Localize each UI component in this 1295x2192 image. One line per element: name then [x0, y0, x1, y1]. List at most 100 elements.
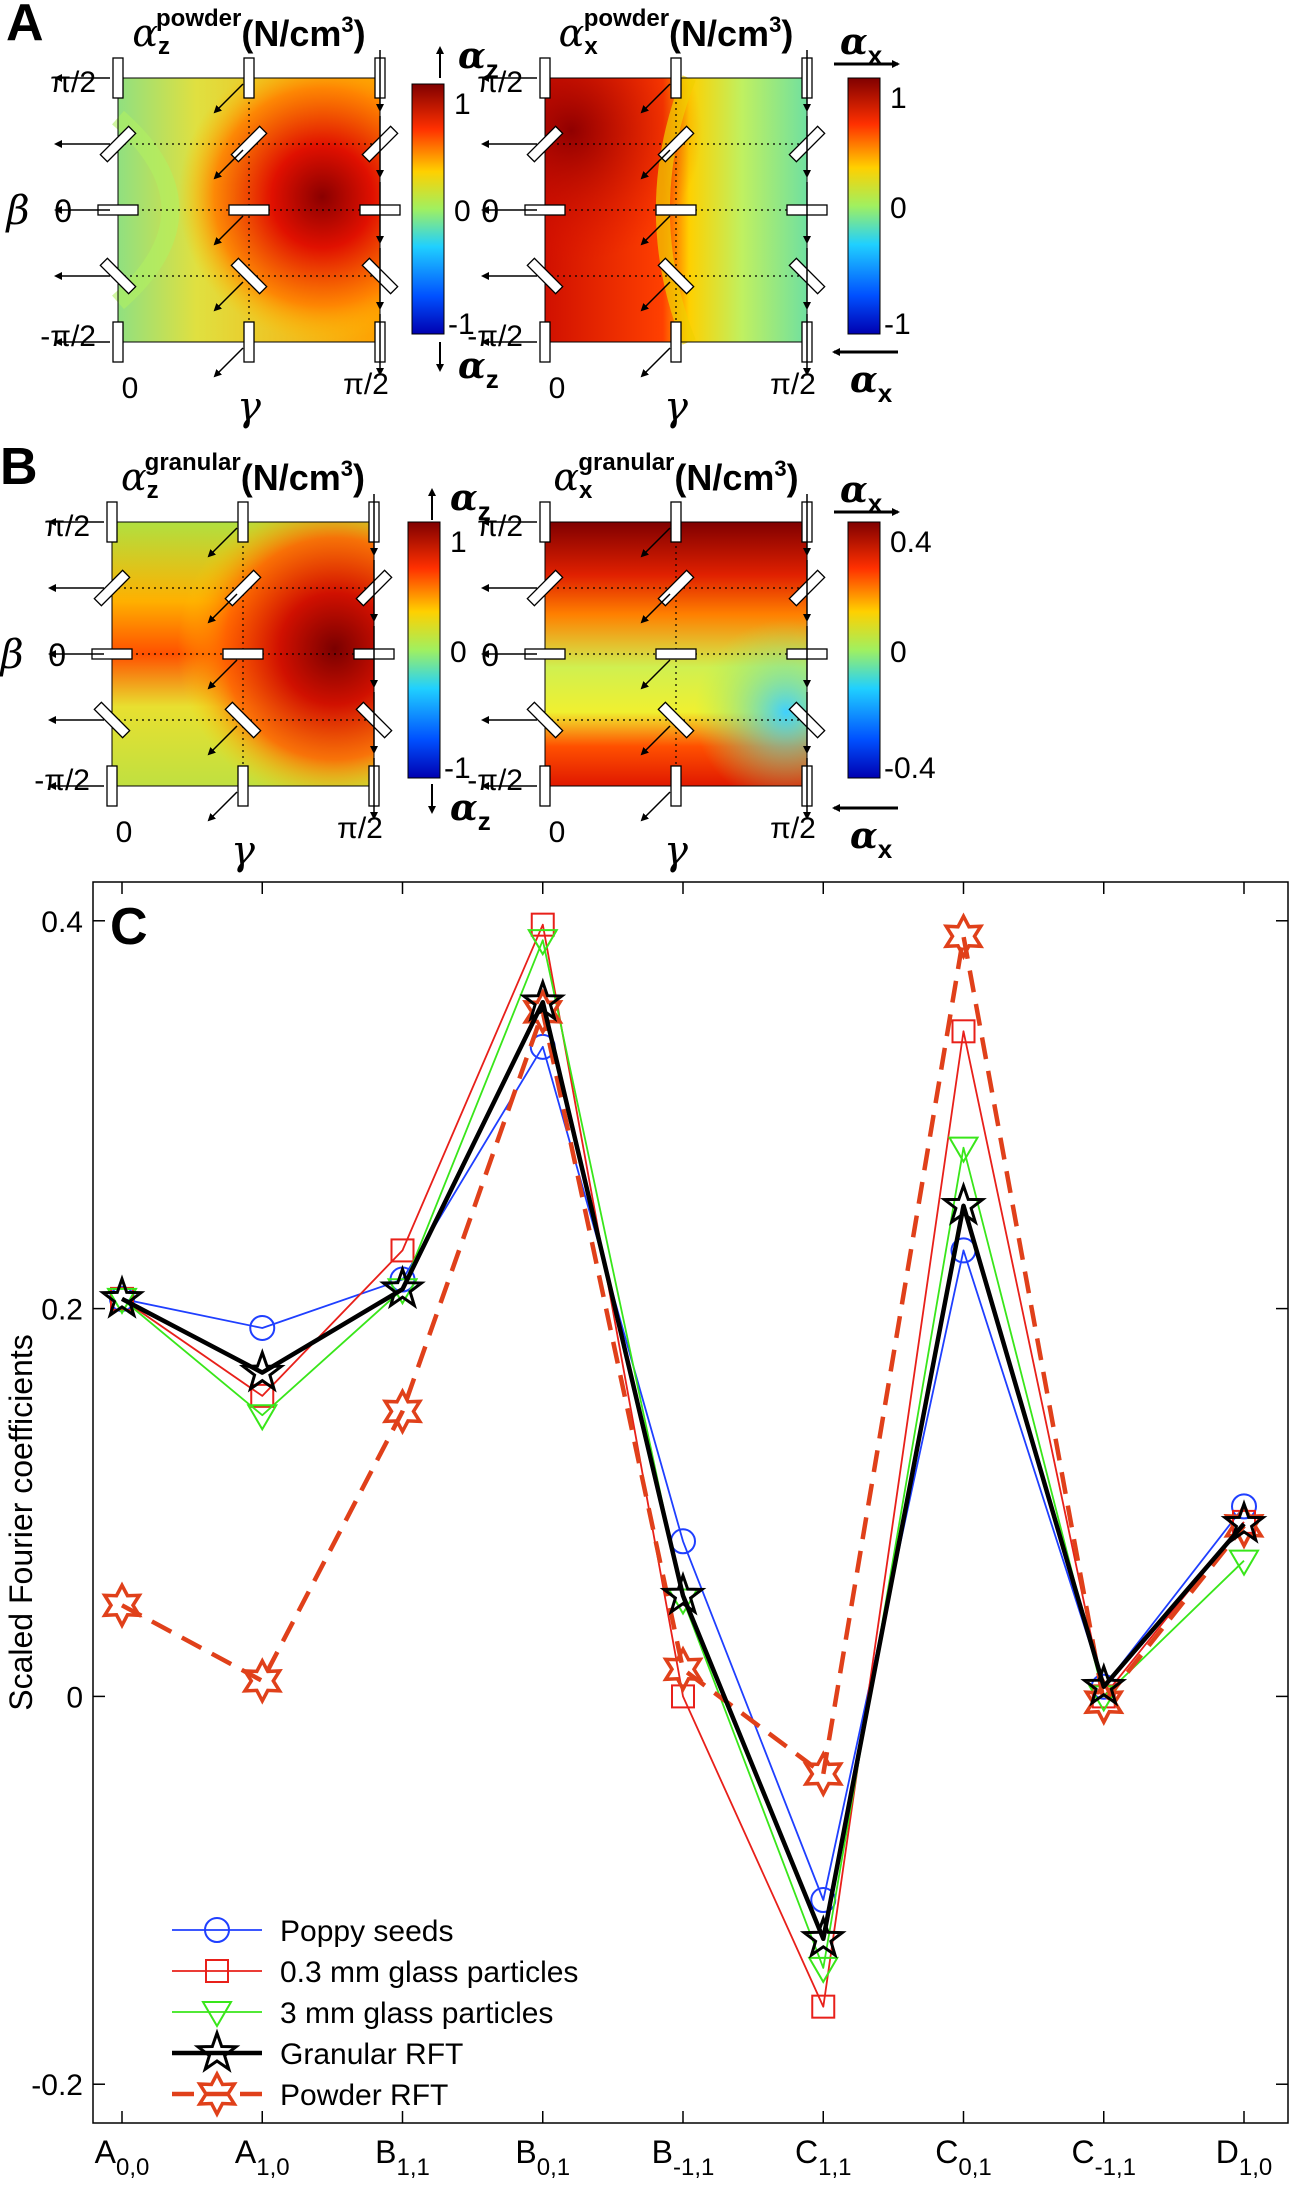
intruder-plate [788, 692, 826, 754]
title-symbol: α [559, 11, 585, 55]
intruder-plate [801, 494, 813, 556]
intruder-plate [54, 257, 137, 295]
data-point [1223, 1502, 1265, 1550]
colorbar-min: -1 [444, 752, 471, 785]
data-point [250, 1383, 275, 1408]
intruder-plate [359, 182, 401, 244]
title-superscript: powder [156, 5, 241, 32]
intruder-plate [640, 648, 697, 690]
x-tick-base: A [95, 2134, 117, 2170]
title-unit-superscript: 3 [341, 456, 353, 481]
intruder-plate [207, 701, 262, 756]
alpha-left-label: αx [850, 815, 893, 864]
intruder-plate [207, 501, 249, 558]
intruder-plate [481, 321, 551, 363]
plate-rect [237, 501, 249, 543]
intruder-plate [640, 569, 695, 624]
title-superscript: powder [584, 5, 669, 32]
panel-title: αzpowder(N/cm3) [132, 5, 365, 60]
intruder-plate [374, 314, 386, 376]
colorbar-min: -1 [884, 308, 911, 341]
plate-rect [222, 648, 264, 660]
velocity-arrow [640, 83, 671, 114]
x-tick-base: C [1072, 2134, 1095, 2170]
plate-rect [99, 257, 137, 295]
plate-rect [539, 501, 551, 543]
intruder-plate [640, 321, 682, 378]
gamma-zero-label: 0 [122, 372, 139, 405]
title-superscript: granular [145, 449, 241, 476]
beta-zero-label: 0 [481, 637, 499, 673]
colorbar-mid: 0 [450, 636, 467, 669]
intruder-plate [801, 50, 813, 112]
gamma-zero-label: 0 [549, 816, 566, 849]
gamma-axis-label: γ [664, 384, 688, 430]
x-tick-subscript: -1,1 [1095, 2154, 1136, 2181]
legend-label: Powder RFT [280, 2079, 448, 2112]
x-tick-subscript: 0,0 [116, 2154, 149, 2181]
y-tick-label: -0.2 [31, 2069, 83, 2102]
gamma-axis-label: γ [237, 384, 261, 430]
intruder-plate [48, 569, 131, 607]
intruder-plate [788, 116, 826, 178]
colorbar-mid: 0 [890, 192, 907, 225]
gamma-axis-label: γ [231, 828, 255, 874]
beta-zero-label: 0 [48, 637, 66, 673]
plate-rect [539, 321, 551, 363]
data-point [802, 1750, 844, 1798]
x-tick-label: C-1,1 [1072, 2134, 1136, 2181]
colorbar-mid: 0 [454, 195, 471, 228]
legend-marker [196, 2070, 238, 2118]
panel-title: αxgranular(N/cm3) [553, 449, 798, 504]
gamma-end-label: π/2 [770, 368, 816, 401]
title-unit: (N/cm [241, 13, 341, 54]
colorbar [847, 77, 881, 335]
gamma-end-label: π/2 [337, 812, 383, 845]
gamma-end-label: π/2 [770, 812, 816, 845]
velocity-arrow [213, 83, 244, 114]
plate-rect [655, 648, 697, 660]
colorbar-min: -0.4 [884, 752, 936, 785]
title-unit-superscript: 3 [774, 456, 786, 481]
title-symbol: α [121, 455, 147, 499]
x-tick-base: A [235, 2134, 257, 2170]
plate-rect [237, 765, 249, 807]
x-tick-label: B-1,1 [652, 2134, 715, 2181]
x-tick-subscript: 1,0 [1239, 2154, 1272, 2181]
data-point [1231, 1493, 1257, 1520]
data-point [519, 977, 567, 1023]
plate-rect [670, 57, 682, 99]
intruder-plate [801, 314, 813, 376]
title-symbol: α [553, 455, 579, 499]
plate-rect [539, 765, 551, 807]
legend-label: 3 mm glass particles [280, 1997, 553, 2030]
plate-rect [655, 204, 697, 216]
alpha-left-subscript: x [878, 834, 893, 864]
legend-label: 0.3 mm glass particles [280, 1956, 578, 1989]
plate-rect [106, 501, 118, 543]
title-unit: (N/cm [241, 457, 341, 498]
intruder-plate [640, 765, 682, 822]
legend-marker [205, 1959, 229, 1983]
intruder-plate [786, 626, 828, 688]
plate-rect [526, 257, 564, 295]
intruder-plate [786, 182, 828, 244]
intruder-plate [48, 501, 118, 543]
intruder-plate [213, 321, 255, 378]
intruder-plate [481, 257, 564, 295]
legend-marker [193, 2028, 241, 2073]
x-tick-subscript: -1,1 [673, 2154, 714, 2181]
data-point [942, 912, 985, 961]
x-tick-base: B [515, 2134, 536, 2170]
title-unit-superscript: 3 [769, 12, 781, 37]
velocity-arrow [640, 593, 671, 624]
colorbar-max: 1 [454, 88, 471, 121]
intruder-plate [54, 125, 137, 163]
panel-title: αzgranular(N/cm3) [121, 449, 365, 504]
beta-top-label: π/2 [50, 66, 96, 99]
intruder-plate [361, 116, 399, 178]
intruder-plate [355, 692, 393, 754]
plate-rect [243, 321, 255, 363]
